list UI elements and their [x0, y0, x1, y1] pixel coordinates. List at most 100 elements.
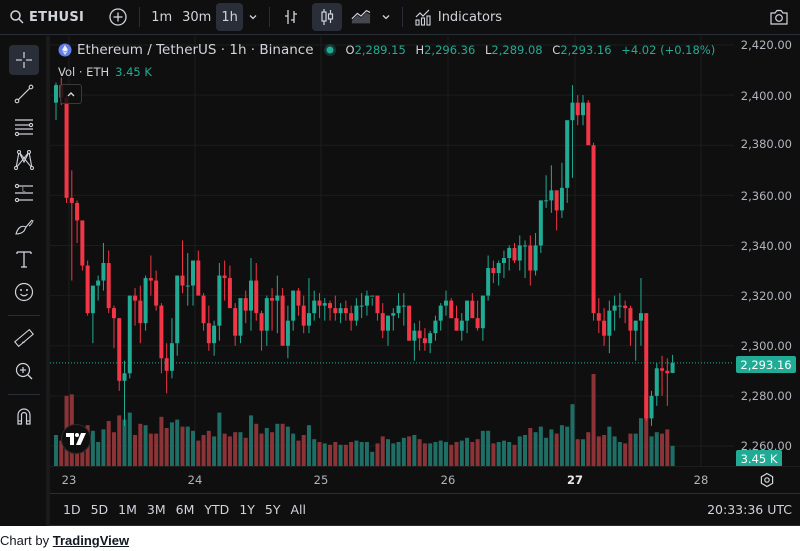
- ethereum-icon: [58, 43, 72, 57]
- brush-tool[interactable]: [9, 211, 39, 241]
- bars-icon: [284, 10, 297, 24]
- text-icon: [16, 251, 32, 268]
- camera-icon: [770, 9, 788, 25]
- search-icon: [10, 10, 24, 24]
- chart-type-dropdown-button[interactable]: [376, 3, 396, 31]
- fib-retracement-tool[interactable]: L: [9, 178, 39, 208]
- pattern-tool[interactable]: [9, 145, 39, 175]
- indicators-button[interactable]: Indicators: [409, 3, 507, 31]
- volume-value: 3.45 K: [115, 65, 152, 79]
- interval-1m-button[interactable]: 1m: [151, 9, 173, 25]
- settings-hexagon-icon: [760, 472, 774, 488]
- zoom-in-icon: [15, 362, 33, 380]
- screenshot-button[interactable]: [764, 3, 794, 31]
- price-chart-pane[interactable]: [50, 36, 734, 466]
- interval-30m-button[interactable]: 30m: [182, 9, 212, 25]
- brush-icon: [15, 219, 34, 235]
- time-axis[interactable]: 23 24 25 26 27 28: [50, 466, 800, 492]
- range-1d-button[interactable]: 1D: [63, 502, 81, 517]
- top-toolbar: ETHUSI 1m 30m 1h Indicators: [0, 0, 800, 35]
- range-ytd-button[interactable]: YTD: [204, 502, 230, 517]
- interval-dropdown-button[interactable]: [243, 3, 263, 31]
- price-axis[interactable]: 2,420.00 2,400.00 2,380.00 2,360.00 2,34…: [734, 36, 800, 467]
- range-3m-button[interactable]: 3M: [146, 502, 166, 517]
- price-tick: 2,340.00: [740, 239, 792, 253]
- emoji-tool[interactable]: [9, 277, 39, 307]
- area-chart-type-button[interactable]: [346, 3, 376, 31]
- magnet-icon: [17, 408, 31, 425]
- tradingview-logo[interactable]: [61, 424, 91, 454]
- price-tick: 2,280.00: [740, 389, 792, 403]
- time-tick: 28: [693, 473, 709, 487]
- chevron-up-icon: [67, 92, 75, 97]
- measure-tool[interactable]: [9, 323, 39, 353]
- trend-line-icon: [14, 84, 34, 104]
- open-label: O: [345, 43, 355, 57]
- chart-legend: Ethereum / TetherUS · 1h · Binance O2,28…: [58, 42, 721, 58]
- price-tick: 2,300.00: [740, 339, 792, 353]
- bars-chart-type-button[interactable]: [276, 3, 306, 31]
- tradingview-link[interactable]: TradingView: [52, 533, 130, 548]
- close-value: 2,293.16: [560, 43, 612, 57]
- range-1m-button[interactable]: 1M: [118, 502, 137, 517]
- attribution-prefix: Chart by: [0, 533, 50, 548]
- indicators-label: Indicators: [437, 9, 503, 25]
- smiley-icon: [14, 282, 34, 302]
- ohlc-values: O2,289.15 H2,296.36 L2,289.08 C2,293.16 …: [346, 43, 722, 57]
- volume-label[interactable]: Vol · ETH: [58, 65, 110, 79]
- fib-retracement-icon: L: [14, 183, 33, 203]
- range-6m-button[interactable]: 6M: [175, 502, 195, 517]
- zoom-in-tool[interactable]: [9, 356, 39, 386]
- xabcd-pattern-icon: [14, 150, 34, 170]
- price-tick: 2,380.00: [740, 137, 792, 151]
- time-tick: 25: [313, 473, 329, 487]
- high-value: 2,296.36: [424, 43, 476, 57]
- candles-icon: [321, 9, 333, 25]
- horizontal-lines-tool[interactable]: [9, 112, 39, 142]
- tradingview-widget: ETHUSI 1m 30m 1h Indicators: [0, 0, 800, 526]
- price-tick: 2,320.00: [740, 289, 792, 303]
- drawing-toolbar: L: [0, 36, 50, 526]
- range-1y-button[interactable]: 1Y: [239, 502, 255, 517]
- collapse-legend-button[interactable]: [60, 84, 82, 104]
- chart-settings-button[interactable]: [759, 472, 775, 488]
- toolbar-divider: [8, 315, 40, 316]
- price-change: +4.02 (+0.18%): [621, 43, 716, 57]
- trend-line-tool[interactable]: [9, 79, 39, 109]
- text-tool[interactable]: [9, 244, 39, 274]
- date-range-bar: 1D 5D 1M 3M 6M YTD 1Y 5Y All 20:33:36 UT…: [50, 493, 800, 525]
- high-label: H: [415, 43, 425, 57]
- symbol-search-button[interactable]: ETHUSI: [4, 3, 89, 31]
- market-open-status-icon: [323, 44, 336, 56]
- low-label: L: [484, 43, 492, 57]
- open-value: 2,289.15: [354, 43, 406, 57]
- price-tick: 2,420.00: [740, 38, 792, 52]
- time-tick: 23: [61, 473, 77, 487]
- crosshair-tool[interactable]: [9, 45, 39, 75]
- plus-circle-icon: [109, 8, 127, 26]
- time-tick: 27: [566, 473, 584, 487]
- ruler-icon: [14, 328, 34, 348]
- candles-chart-type-button[interactable]: [311, 3, 342, 31]
- crosshair-icon: [16, 52, 32, 68]
- volume-legend: Vol · ETH 3.45 K: [58, 65, 152, 79]
- interval-1h-button[interactable]: 1h: [216, 3, 243, 31]
- range-5d-button[interactable]: 5D: [90, 502, 109, 517]
- compare-symbol-button[interactable]: [103, 3, 133, 31]
- toolbar-divider: [268, 7, 270, 27]
- range-all-button[interactable]: All: [290, 502, 307, 517]
- toolbar-divider: [401, 7, 403, 27]
- current-price-tag: 2,293.16: [736, 356, 796, 373]
- toolbar-divider: [139, 7, 141, 27]
- symbol-name: ETHUSI: [29, 9, 85, 25]
- symbol-title[interactable]: Ethereum / TetherUS · 1h · Binance: [77, 42, 314, 58]
- price-tick: 2,400.00: [740, 89, 792, 103]
- toolbar-divider: [8, 394, 40, 395]
- candlestick-chart: [50, 36, 734, 466]
- utc-clock[interactable]: 20:33:36 UTC: [707, 502, 792, 517]
- range-5y-button[interactable]: 5Y: [264, 502, 281, 517]
- area-chart-icon: [351, 9, 371, 24]
- magnet-tool[interactable]: [9, 401, 39, 431]
- low-value: 2,289.08: [491, 43, 543, 57]
- time-tick: 26: [440, 473, 456, 487]
